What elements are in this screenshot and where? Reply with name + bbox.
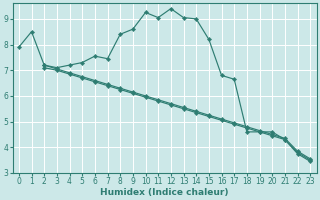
X-axis label: Humidex (Indice chaleur): Humidex (Indice chaleur) <box>100 188 229 197</box>
